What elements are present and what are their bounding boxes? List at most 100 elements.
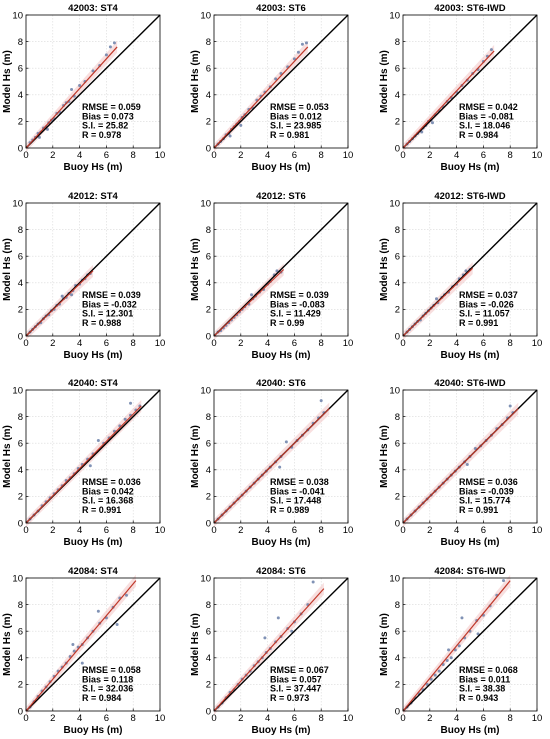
y-tick-label: 0 bbox=[395, 706, 400, 717]
y-tick-label: 0 bbox=[18, 518, 23, 529]
x-tick-label: 8 bbox=[508, 338, 513, 349]
y-tick-label: 6 bbox=[395, 64, 400, 75]
scatter-point bbox=[88, 464, 92, 468]
y-tick-label: 10 bbox=[12, 573, 23, 584]
y-tick-label: 6 bbox=[206, 439, 211, 450]
stat-si: S.I. = 18.046 bbox=[459, 121, 510, 131]
stat-rmse: RMSE = 0.058 bbox=[82, 665, 141, 675]
y-tick-label: 0 bbox=[395, 331, 400, 342]
scatter-point bbox=[476, 632, 480, 636]
y-tick-label: 8 bbox=[206, 412, 211, 423]
stat-r: R = 0.991 bbox=[459, 318, 498, 328]
chart-title: 42003: ST4 bbox=[68, 3, 118, 14]
stat-bias: Bias = 0.073 bbox=[82, 111, 134, 121]
stat-bias: Bias = -0.032 bbox=[82, 299, 137, 309]
scatter-point bbox=[319, 399, 323, 403]
axes-frame bbox=[213, 14, 349, 149]
y-tick-label: 0 bbox=[206, 518, 211, 529]
scatter-point bbox=[278, 465, 282, 469]
scatter-point bbox=[276, 616, 280, 620]
x-tick-label: 2 bbox=[238, 525, 243, 536]
x-axis-label: Buoy Hs (m) bbox=[252, 537, 311, 548]
y-tick-label: 0 bbox=[206, 143, 211, 154]
chart-panel: 00 2 2 4 4 6 6 8 8 10 10 42084: ST6 Buoy Hs (m) Model… bbox=[190, 566, 353, 736]
x-tick-label: 10 bbox=[532, 525, 543, 536]
y-tick-label: 0 bbox=[206, 706, 211, 717]
x-tick-label: 10 bbox=[343, 150, 354, 161]
stat-si: S.I. = 11.057 bbox=[459, 309, 510, 319]
x-tick-label: 4 bbox=[454, 525, 459, 536]
scatter-point bbox=[449, 656, 453, 660]
y-tick-label: 4 bbox=[18, 653, 23, 664]
y-axis-label: Model Hs (m) bbox=[2, 50, 13, 113]
x-tick-label: 10 bbox=[532, 150, 543, 161]
y-tick-label: 2 bbox=[18, 680, 23, 691]
chart-title: 42003: ST6-IWD bbox=[434, 3, 505, 14]
regression-fit-line bbox=[402, 580, 511, 712]
regression-fit-line bbox=[402, 267, 474, 337]
regression-fit-line bbox=[25, 270, 94, 337]
y-tick-label: 2 bbox=[395, 680, 400, 691]
y-axis-label: Model Hs (m) bbox=[379, 425, 390, 488]
one-to-one-line bbox=[213, 202, 349, 337]
y-tick-label: 8 bbox=[206, 600, 211, 611]
scatter-point bbox=[425, 682, 429, 686]
y-tick-label: 6 bbox=[206, 627, 211, 638]
y-tick-label: 8 bbox=[206, 37, 211, 48]
x-tick-label: 8 bbox=[319, 338, 324, 349]
scatter-point bbox=[70, 293, 74, 297]
x-tick-label: 0 bbox=[400, 338, 405, 349]
stat-si: S.I. = 16.368 bbox=[82, 496, 133, 506]
x-tick-label: 2 bbox=[427, 525, 432, 536]
x-tick-label: 4 bbox=[77, 338, 82, 349]
scatter-point bbox=[435, 297, 438, 301]
scatter-point bbox=[284, 440, 288, 444]
axes-frame bbox=[213, 389, 349, 524]
x-tick-label: 10 bbox=[532, 338, 543, 349]
scatter-point bbox=[489, 48, 493, 52]
x-tick-label: 6 bbox=[481, 713, 486, 724]
x-axis-label: Buoy Hs (m) bbox=[441, 350, 500, 361]
stat-bias: Bias = 0.012 bbox=[270, 111, 322, 121]
x-tick-label: 2 bbox=[238, 338, 243, 349]
x-tick-label: 0 bbox=[23, 338, 28, 349]
y-tick-label: 2 bbox=[395, 305, 400, 316]
scatter-point bbox=[96, 439, 100, 443]
scatter-point bbox=[508, 404, 512, 408]
x-tick-label: 10 bbox=[343, 713, 354, 724]
y-tick-label: 10 bbox=[12, 385, 23, 396]
stat-rmse: RMSE = 0.053 bbox=[270, 102, 329, 112]
stat-bias: Bias = -0.026 bbox=[459, 299, 514, 309]
x-tick-label: 8 bbox=[319, 150, 324, 161]
y-tick-label: 4 bbox=[395, 653, 400, 664]
y-tick-label: 8 bbox=[18, 37, 23, 48]
scatter-point bbox=[430, 121, 434, 125]
stat-bias: Bias = -0.083 bbox=[270, 299, 325, 309]
x-tick-label: 0 bbox=[400, 525, 405, 536]
x-tick-label: 4 bbox=[265, 713, 270, 724]
y-tick-label: 2 bbox=[395, 492, 400, 503]
y-tick-label: 4 bbox=[206, 278, 211, 289]
axes-frame bbox=[402, 202, 538, 337]
scatter-point bbox=[115, 623, 119, 627]
axes-frame bbox=[25, 202, 161, 337]
stat-rmse: RMSE = 0.068 bbox=[459, 665, 518, 675]
regression-fit-line bbox=[213, 588, 325, 712]
y-axis-label: Model Hs (m) bbox=[379, 238, 390, 301]
y-tick-label: 0 bbox=[395, 143, 400, 154]
x-tick-label: 4 bbox=[265, 338, 270, 349]
scatter-point bbox=[108, 45, 112, 49]
x-tick-label: 0 bbox=[211, 713, 216, 724]
x-tick-label: 6 bbox=[104, 338, 109, 349]
scatter-point bbox=[433, 673, 437, 677]
x-tick-label: 8 bbox=[319, 713, 324, 724]
y-tick-label: 8 bbox=[18, 412, 23, 423]
scatter-point bbox=[437, 669, 441, 673]
axes-frame bbox=[402, 389, 538, 524]
y-axis-label: Model Hs (m) bbox=[190, 238, 201, 301]
axes-frame bbox=[25, 389, 161, 524]
axes-frame bbox=[402, 577, 538, 712]
axes-frame bbox=[213, 577, 349, 712]
stat-si: S.I. = 37.447 bbox=[270, 684, 321, 694]
x-tick-label: 2 bbox=[238, 713, 243, 724]
